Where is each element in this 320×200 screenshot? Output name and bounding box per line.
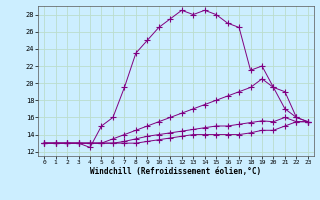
X-axis label: Windchill (Refroidissement éolien,°C): Windchill (Refroidissement éolien,°C) [91,167,261,176]
